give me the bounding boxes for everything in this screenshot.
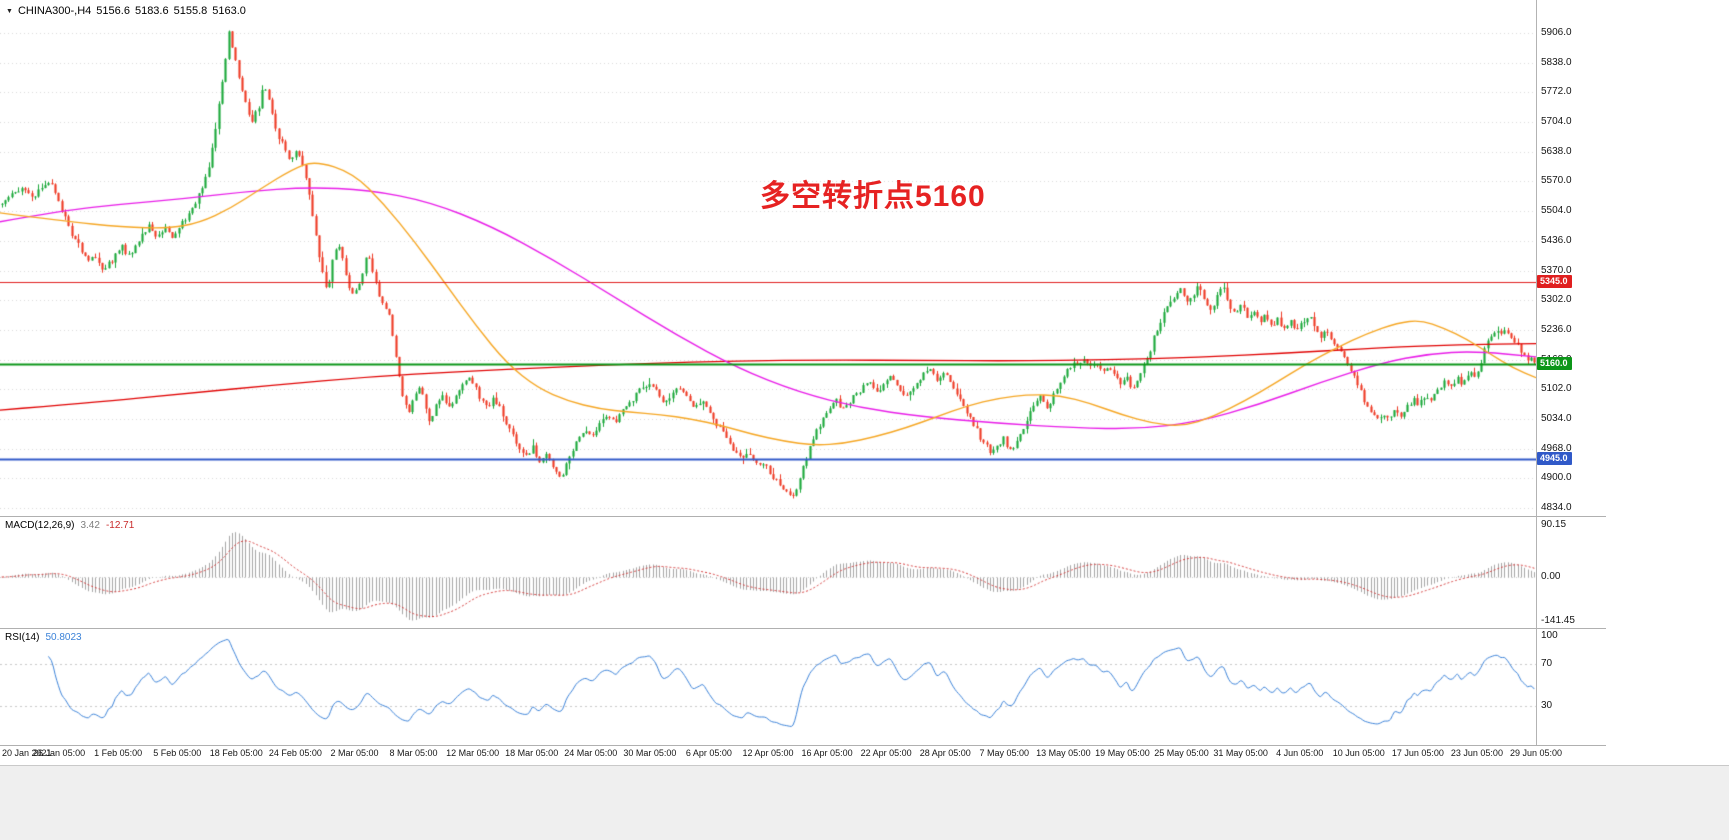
- time-axis-label: 19 May 05:00: [1095, 748, 1150, 758]
- macd-axis-label: 0.00: [1541, 571, 1561, 582]
- price-axis-label: 4968.0: [1541, 442, 1572, 454]
- time-axis-label: 31 May 05:00: [1213, 748, 1268, 758]
- rsi-axis-label: 30: [1541, 699, 1553, 711]
- price-axis-label: 5638.0: [1541, 145, 1572, 157]
- macd-signal-value: -12.71: [105, 520, 135, 531]
- time-axis-label: 24 Mar 05:00: [564, 748, 618, 758]
- price-axis-label: 5906.0: [1541, 27, 1572, 38]
- time-axis-label: 28 Apr 05:00: [919, 748, 971, 758]
- price-line-tag: 5160.0: [1537, 356, 1572, 370]
- time-axis-label: 17 Jun 05:00: [1391, 748, 1444, 758]
- price-axis-label: 5436.0: [1541, 234, 1572, 246]
- rsi-value: 50.8023: [45, 632, 82, 643]
- price-axis-label: 5504.0: [1541, 205, 1572, 217]
- symbol-info: ▼ CHINA300-,H4 5156.6 5183.6 5155.8 5163…: [6, 5, 246, 17]
- rsi-axis-label: 70: [1541, 658, 1553, 670]
- rsi-axis-label: 100: [1541, 630, 1558, 641]
- time-axis-label: 7 May 05:00: [979, 748, 1030, 758]
- time-axis-label: 22 Apr 05:00: [860, 748, 912, 758]
- symbol-name: CHINA300-,H4: [17, 5, 92, 17]
- macd-chart-canvas[interactable]: [0, 517, 1536, 628]
- ohlc-high: 5183.6: [134, 5, 169, 17]
- price-line-tag: 4945.0: [1537, 451, 1572, 465]
- time-axis-label: 18 Mar 05:00: [505, 748, 559, 758]
- ohlc-low: 5155.8: [173, 5, 208, 17]
- macd-main-value: 3.42: [80, 520, 100, 531]
- macd-axis-label: 90.15: [1541, 519, 1567, 530]
- price-axis-label: 4900.0: [1541, 472, 1572, 484]
- time-axis-label: 23 Jun 05:00: [1450, 748, 1503, 758]
- time-axis-label: 12 Apr 05:00: [742, 748, 794, 758]
- price-axis-label: 5034.0: [1541, 412, 1572, 424]
- time-axis-label: 26 Jan 05:00: [33, 748, 86, 758]
- bottom-panel: [0, 765, 1729, 840]
- time-axis-label: 29 Jun 05:00: [1509, 748, 1563, 758]
- time-axis-label: 10 Jun 05:00: [1332, 748, 1385, 758]
- price-axis-label: 5102.0: [1541, 383, 1572, 395]
- time-axis-label: 18 Feb 05:00: [209, 748, 263, 758]
- price-axis-label: 5570.0: [1541, 175, 1572, 187]
- pane-divider[interactable]: [0, 628, 1606, 629]
- time-axis-label: 25 May 05:00: [1154, 748, 1209, 758]
- time-axis-label: 24 Feb 05:00: [268, 748, 322, 758]
- price-axis-label: 5370.0: [1541, 264, 1572, 276]
- rsi-name: RSI(14): [5, 632, 40, 643]
- price-line-tag: 5345.0: [1537, 274, 1572, 288]
- rsi-indicator-label: RSI(14) 50.8023: [5, 632, 82, 643]
- price-axis-label: 5772.0: [1541, 86, 1572, 98]
- ohlc-open: 5156.6: [96, 5, 130, 17]
- time-axis-label: 20 Jan 2021: [2, 748, 52, 758]
- time-axis-label: 1 Feb 05:00: [94, 748, 143, 758]
- time-axis-label: 6 Apr 05:00: [685, 748, 732, 758]
- pane-divider[interactable]: [0, 516, 1606, 517]
- rsi-chart-canvas[interactable]: [0, 629, 1536, 745]
- price-axis-label: 5838.0: [1541, 56, 1572, 68]
- symbol-marker-icon: ▼: [6, 8, 13, 15]
- macd-axis-label: -141.45: [1541, 615, 1575, 626]
- price-axis-label: 5704.0: [1541, 116, 1572, 128]
- price-axis-label: 5236.0: [1541, 323, 1572, 335]
- price-axis-separator: [1536, 0, 1537, 745]
- price-chart-canvas[interactable]: [0, 0, 1536, 516]
- macd-name: MACD(12,26,9): [5, 520, 75, 531]
- time-axis-divider: [0, 745, 1606, 746]
- price-axis-label: 5302.0: [1541, 294, 1572, 306]
- time-axis-label: 8 Mar 05:00: [389, 748, 438, 758]
- time-axis-label: 16 Apr 05:00: [801, 748, 853, 758]
- time-axis-label: 30 Mar 05:00: [623, 748, 677, 758]
- time-axis-label: 5 Feb 05:00: [153, 748, 202, 758]
- macd-indicator-label: MACD(12,26,9) 3.42 -12.71: [5, 520, 134, 531]
- chart-annotation: 多空转折点5160: [760, 180, 986, 213]
- price-axis-label: 4834.0: [1541, 502, 1572, 513]
- time-axis-label: 4 Jun 05:00: [1276, 748, 1324, 758]
- ohlc-close: 5163.0: [212, 5, 246, 17]
- time-axis-label: 12 Mar 05:00: [446, 748, 500, 758]
- time-axis-label: 2 Mar 05:00: [330, 748, 379, 758]
- time-axis-label: 13 May 05:00: [1036, 748, 1091, 758]
